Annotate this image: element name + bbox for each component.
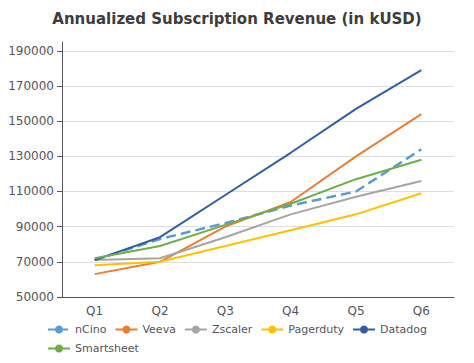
svg-text:70000: 70000 (16, 255, 54, 269)
svg-text:90000: 90000 (16, 220, 54, 234)
svg-text:Q4: Q4 (282, 304, 299, 318)
svg-text:190000: 190000 (8, 44, 54, 58)
svg-text:nCino: nCino (75, 323, 107, 336)
svg-text:Q5: Q5 (347, 304, 364, 318)
svg-text:110000: 110000 (8, 184, 54, 198)
svg-text:Veeva: Veeva (142, 323, 175, 336)
svg-text:130000: 130000 (8, 149, 54, 163)
svg-text:Q1: Q1 (86, 304, 103, 318)
svg-text:50000: 50000 (16, 290, 54, 304)
svg-text:Smartsheet: Smartsheet (75, 342, 140, 355)
svg-text:Pagerduty: Pagerduty (288, 323, 344, 336)
svg-text:Annualized Subscription Revenu: Annualized Subscription Revenue (in kUSD… (52, 10, 421, 28)
svg-text:Datadog: Datadog (380, 323, 427, 336)
svg-text:Q2: Q2 (151, 304, 168, 318)
svg-text:150000: 150000 (8, 114, 54, 128)
svg-text:Q3: Q3 (217, 304, 234, 318)
svg-text:170000: 170000 (8, 79, 54, 93)
svg-text:Zscaler: Zscaler (212, 323, 253, 336)
svg-text:Q6: Q6 (413, 304, 430, 318)
